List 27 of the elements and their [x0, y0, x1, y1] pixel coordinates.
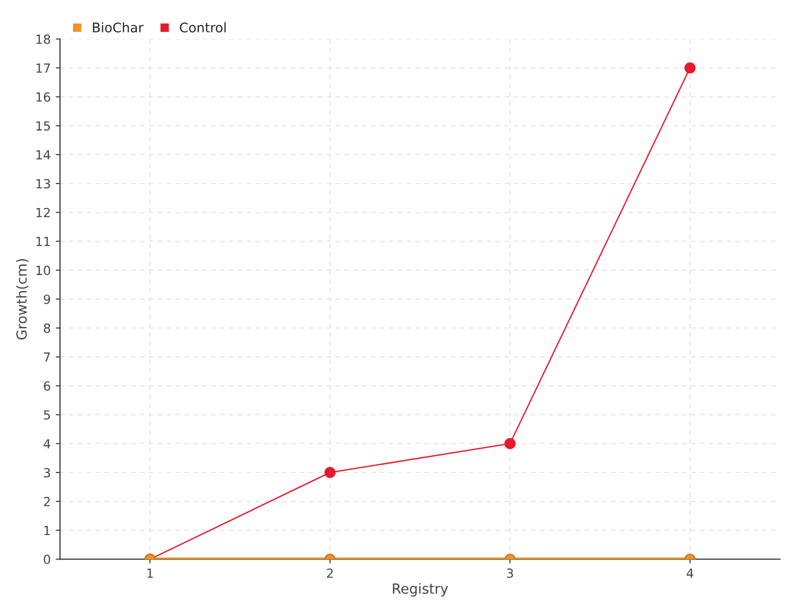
y-tick-label: 15 — [36, 121, 50, 131]
y-tick-label: 14 — [36, 150, 50, 160]
legend-label: BioChar — [92, 22, 144, 32]
y-tick-label: 7 — [44, 352, 50, 362]
y-tick-label: 11 — [36, 236, 50, 246]
y-tick-label: 5 — [44, 410, 50, 420]
y-tick-label: 1 — [44, 526, 50, 536]
y-tick-label: 12 — [36, 208, 50, 218]
y-tick-label: 16 — [36, 92, 50, 102]
y-tick-label: 6 — [44, 381, 50, 391]
x-axis-title: Registry — [392, 583, 448, 597]
y-tick-label: 13 — [36, 178, 50, 188]
legend-label: Control — [180, 22, 226, 32]
y-tick-label: 3 — [44, 468, 50, 478]
y-tick-label: 2 — [44, 496, 50, 506]
x-tick-label: 4 — [686, 568, 694, 578]
x-tick-label: 2 — [326, 568, 333, 578]
y-tick-label: 9 — [44, 294, 50, 304]
y-tick-label: 10 — [36, 266, 50, 276]
y-tick-label: 18 — [36, 34, 50, 44]
y-axis-title: Growth(cm) — [16, 259, 28, 340]
y-tick-label: 4 — [44, 439, 50, 448]
x-tick-label: 3 — [506, 568, 513, 578]
y-tick-label: 0 — [44, 554, 50, 564]
x-tick-label: 1 — [147, 568, 153, 578]
y-tick-label: 8 — [44, 323, 50, 333]
y-tick-label: 17 — [36, 64, 50, 73]
